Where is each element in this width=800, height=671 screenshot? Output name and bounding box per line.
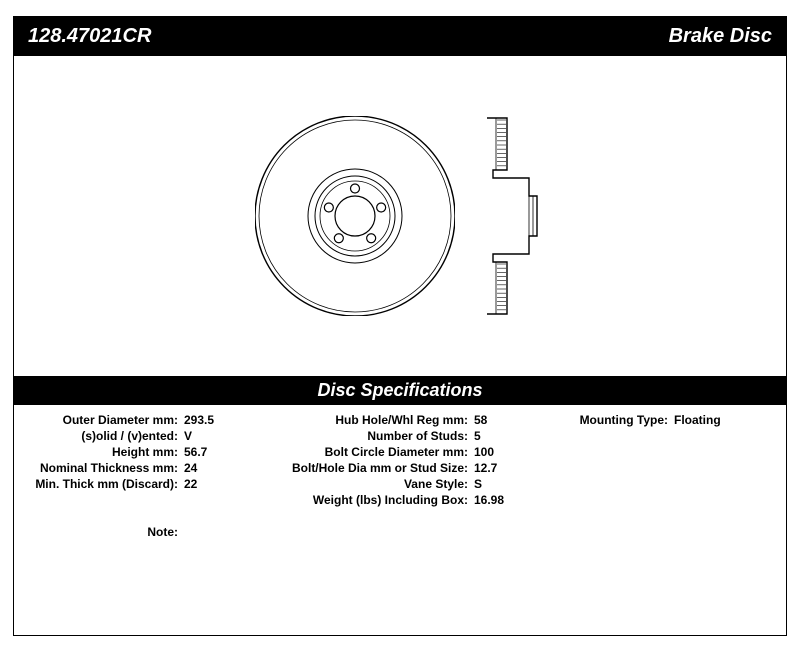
spec-value: 56.7 bbox=[178, 445, 207, 459]
spec-row: Height mm:56.7 bbox=[18, 445, 258, 459]
spec-label: Height mm: bbox=[18, 445, 178, 459]
spec-row: Mounting Type:Floating bbox=[548, 413, 778, 427]
spec-value: 58 bbox=[468, 413, 487, 427]
spec-row: Number of Studs:5 bbox=[258, 429, 548, 443]
spec-col-1: Outer Diameter mm:293.5(s)olid / (v)ente… bbox=[18, 413, 258, 507]
rotor-front-view bbox=[255, 116, 455, 316]
note-row: Note: bbox=[14, 507, 786, 539]
spec-label: Mounting Type: bbox=[548, 413, 668, 427]
spec-value: Floating bbox=[668, 413, 721, 427]
spec-label: (s)olid / (v)ented: bbox=[18, 429, 178, 443]
spec-value: V bbox=[178, 429, 192, 443]
spec-row: Weight (lbs) Including Box:16.98 bbox=[258, 493, 548, 507]
note-label: Note: bbox=[18, 525, 178, 539]
spec-row: Min. Thick mm (Discard):22 bbox=[18, 477, 258, 491]
header-bar: 128.47021CR Brake Disc bbox=[14, 17, 786, 56]
spec-value: 12.7 bbox=[468, 461, 497, 475]
spec-value: 16.98 bbox=[468, 493, 504, 507]
spec-row: (s)olid / (v)ented:V bbox=[18, 429, 258, 443]
spec-label: Vane Style: bbox=[258, 477, 468, 491]
spec-col-3: Mounting Type:Floating bbox=[548, 413, 778, 507]
spec-header-text: Disc Specifications bbox=[317, 380, 482, 400]
spec-row: Vane Style:S bbox=[258, 477, 548, 491]
spec-header-bar: Disc Specifications bbox=[14, 376, 786, 405]
spec-row: Outer Diameter mm:293.5 bbox=[18, 413, 258, 427]
spec-label: Number of Studs: bbox=[258, 429, 468, 443]
diagram-area bbox=[14, 56, 786, 376]
spec-table: Outer Diameter mm:293.5(s)olid / (v)ente… bbox=[14, 405, 786, 507]
spec-label: Weight (lbs) Including Box: bbox=[258, 493, 468, 507]
spec-row: Bolt Circle Diameter mm:100 bbox=[258, 445, 548, 459]
spec-row: Bolt/Hole Dia mm or Stud Size:12.7 bbox=[258, 461, 548, 475]
spec-label: Bolt/Hole Dia mm or Stud Size: bbox=[258, 461, 468, 475]
spec-value: 293.5 bbox=[178, 413, 214, 427]
product-type: Brake Disc bbox=[669, 25, 772, 48]
spec-label: Hub Hole/Whl Reg mm: bbox=[258, 413, 468, 427]
spec-row: Hub Hole/Whl Reg mm:58 bbox=[258, 413, 548, 427]
spec-col-2: Hub Hole/Whl Reg mm:58Number of Studs:5B… bbox=[258, 413, 548, 507]
spec-value: 100 bbox=[468, 445, 494, 459]
spec-sheet: 128.47021CR Brake Disc Disc Specificatio… bbox=[13, 16, 787, 636]
spec-label: Min. Thick mm (Discard): bbox=[18, 477, 178, 491]
spec-label: Bolt Circle Diameter mm: bbox=[258, 445, 468, 459]
note-value bbox=[178, 525, 184, 539]
spec-value: S bbox=[468, 477, 482, 491]
spec-value: 5 bbox=[468, 429, 481, 443]
spec-value: 24 bbox=[178, 461, 197, 475]
spec-label: Nominal Thickness mm: bbox=[18, 461, 178, 475]
spec-value: 22 bbox=[178, 477, 197, 491]
rotor-side-view bbox=[485, 116, 545, 316]
spec-label: Outer Diameter mm: bbox=[18, 413, 178, 427]
spec-row: Nominal Thickness mm:24 bbox=[18, 461, 258, 475]
part-number: 128.47021CR bbox=[28, 25, 151, 48]
